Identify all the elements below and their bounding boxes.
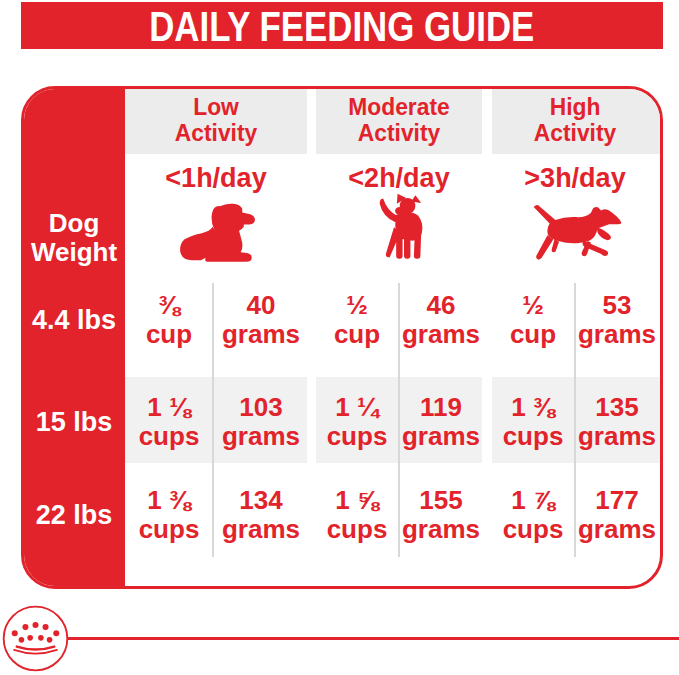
column-header-high: High Activity xyxy=(494,94,656,146)
corner-header: Dog Weight xyxy=(21,209,139,267)
cell-4.4-low-grams: 40grams xyxy=(211,291,311,349)
title-banner: DAILY FEEDING GUIDE xyxy=(21,2,663,49)
page-title: DAILY FEEDING GUIDE xyxy=(149,0,534,51)
cell-22-high-grams: 177grams xyxy=(567,486,663,544)
cell-15-high-grams: 135grams xyxy=(567,393,663,451)
cell-22-low-grams: 134grams xyxy=(211,486,311,544)
running-dog-icon xyxy=(527,204,623,266)
duration-low: <1h/day xyxy=(131,163,301,194)
cell-15-low-cups: 1 ⅛cups xyxy=(119,393,219,451)
duration-moderate: <2h/day xyxy=(314,163,484,194)
cell-22-low-cups: 1 ⅜cups xyxy=(119,486,219,544)
standing-dog-icon xyxy=(374,193,424,267)
column-header-moderate: Moderate Activity xyxy=(318,94,480,146)
lying-dog-icon xyxy=(176,203,256,269)
feeding-table: Dog Weight Low Activity Moderate Activit… xyxy=(21,86,663,589)
cell-4.4-high-grams: 53grams xyxy=(567,291,663,349)
cell-4.4-low-cups: ⅜cup xyxy=(119,291,219,349)
royal-canin-crown-logo xyxy=(2,605,69,672)
cell-4.4-moderate-grams: 46grams xyxy=(391,291,491,349)
feeding-guide-page: DAILY FEEDING GUIDE Dog Weight Low Activ… xyxy=(0,0,679,675)
cell-15-moderate-grams: 119grams xyxy=(391,393,491,451)
duration-high: >3h/day xyxy=(490,163,660,194)
cell-15-low-grams: 103grams xyxy=(211,393,311,451)
cell-22-moderate-grams: 155grams xyxy=(391,486,491,544)
divider-line xyxy=(68,637,679,640)
column-header-low: Low Activity xyxy=(135,94,297,146)
